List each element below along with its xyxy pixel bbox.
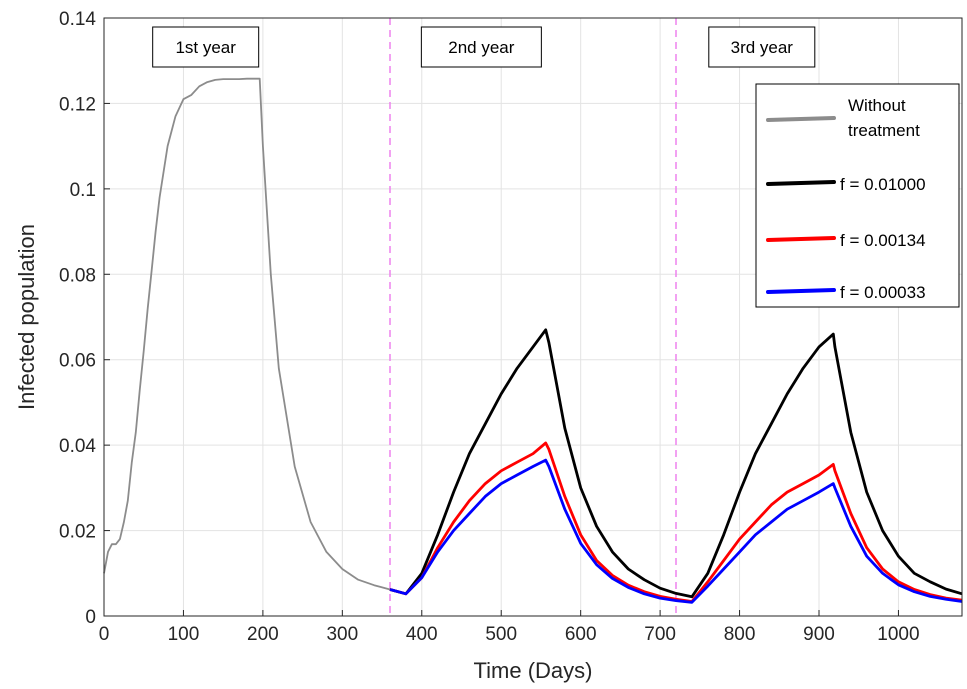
x-axis-ticks: 0 100 200 300 400 500 600 700 800 900 1000 [99, 610, 920, 645]
x-tick-label: 600 [565, 624, 597, 645]
legend-swatch [766, 236, 836, 242]
legend-entry-2: f = 0.00134 [766, 231, 926, 250]
x-tick-label: 400 [406, 624, 438, 645]
y-tick-label: 0.06 [59, 351, 96, 372]
legend-entry-3: f = 0.00033 [766, 283, 926, 302]
annotation-box [420, 26, 542, 68]
legend-label: f = 0.00134 [840, 231, 926, 250]
legend-label: treatment [848, 121, 920, 140]
y-axis-label: Infected population [14, 224, 39, 410]
legend-swatch [766, 180, 836, 186]
legend: Without treatment f = 0.01000 f = 0.00134 f … [755, 83, 960, 308]
annotation-text: 2nd year [448, 38, 514, 57]
year-dividers [389, 18, 677, 616]
series-line-1 [389, 328, 963, 599]
legend-swatch [766, 288, 836, 294]
legend-label: f = 0.01000 [840, 175, 926, 194]
x-tick-label: 0 [99, 624, 110, 645]
annotation-box [708, 26, 816, 68]
y-axis-ticks: 0 0.02 0.04 0.06 0.08 0.1 0.12 0.14 [59, 9, 110, 628]
series-line-0 [103, 77, 407, 595]
y-tick-label: 0.1 [70, 180, 96, 201]
y-tick-label: 0.04 [59, 436, 96, 457]
y-tick-label: 0.12 [59, 94, 96, 115]
x-tick-label: 1000 [877, 624, 919, 645]
x-tick-label: 200 [247, 624, 279, 645]
plot-frame [103, 17, 963, 617]
x-tick-label: 700 [644, 624, 676, 645]
series-group [103, 77, 963, 604]
y-tick-label: 0.14 [59, 9, 96, 30]
annotation-3: 3rd year [708, 26, 816, 68]
legend-swatch [766, 116, 836, 122]
annotation-1: 1st year [152, 26, 260, 68]
x-tick-label: 800 [724, 624, 756, 645]
y-tick-label: 0 [85, 607, 96, 628]
series-line-3 [389, 458, 963, 604]
legend-label: Without [848, 96, 906, 115]
legend-entry-1: f = 0.01000 [766, 175, 926, 194]
annotation-2: 2nd year [420, 26, 542, 68]
x-tick-label: 100 [168, 624, 200, 645]
x-tick-label: 500 [485, 624, 517, 645]
legend-entry-0: Without treatment [766, 96, 920, 140]
annotation-text: 1st year [175, 38, 236, 57]
x-axis-label: Time (Days) [474, 658, 593, 683]
year-annotations: 1st year 2nd year 3rd year [152, 26, 816, 68]
x-tick-label: 900 [803, 624, 835, 645]
legend-label: f = 0.00033 [840, 283, 926, 302]
y-tick-label: 0.08 [59, 265, 96, 286]
x-tick-label: 300 [326, 624, 358, 645]
annotation-text: 3rd year [731, 38, 794, 57]
y-tick-label: 0.02 [59, 522, 96, 543]
annotation-box [152, 26, 260, 68]
